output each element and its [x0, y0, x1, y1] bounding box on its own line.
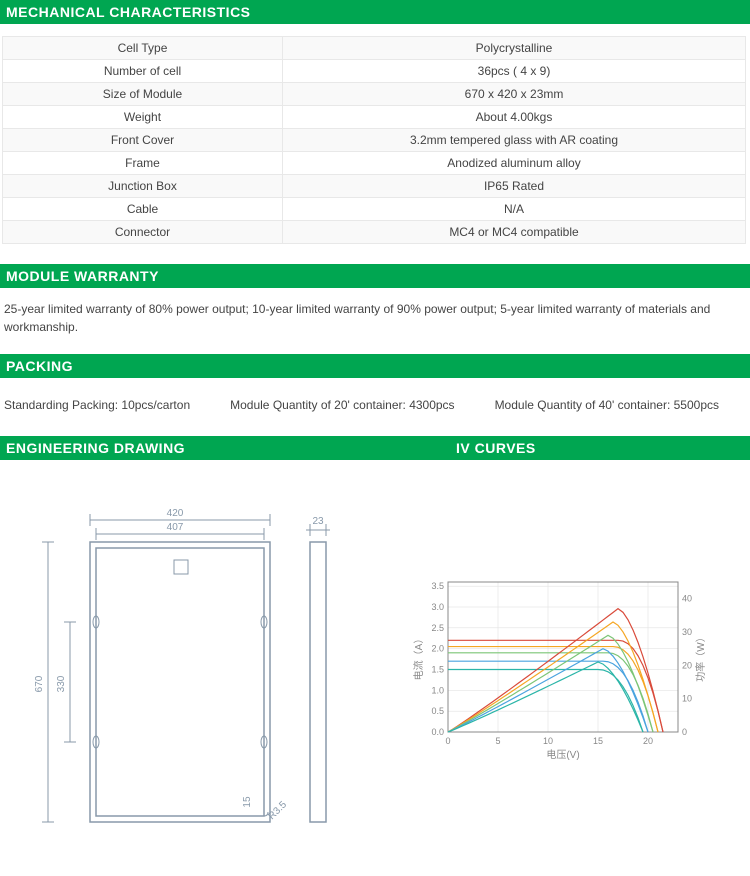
mechanical-table: Cell TypePolycrystallineNumber of cell36…	[2, 36, 746, 244]
svg-text:3.0: 3.0	[431, 602, 444, 612]
svg-text:10: 10	[682, 694, 692, 704]
header-warranty: MODULE WARRANTY	[0, 264, 750, 288]
svg-text:电压(V): 电压(V)	[546, 748, 579, 761]
spec-label: Number of cell	[3, 60, 283, 83]
engineering-drawing: 420 407 670 330	[0, 472, 400, 865]
svg-text:2.0: 2.0	[431, 644, 444, 654]
spec-label: Cable	[3, 198, 283, 221]
spec-label: Connector	[3, 221, 283, 244]
spec-value: About 4.00kgs	[283, 106, 746, 129]
table-row: CableN/A	[3, 198, 746, 221]
packing-std: Standarding Packing: 10pcs/carton	[4, 398, 190, 412]
svg-text:10: 10	[543, 736, 553, 746]
packing-40: Module Quantity of 40' container: 5500pc…	[495, 398, 719, 412]
svg-text:15: 15	[593, 736, 603, 746]
spec-value: MC4 or MC4 compatible	[283, 221, 746, 244]
packing-20: Module Quantity of 20' container: 4300pc…	[230, 398, 454, 412]
svg-text:0.5: 0.5	[431, 706, 444, 716]
table-row: Number of cell36pcs ( 4 x 9)	[3, 60, 746, 83]
spec-label: Weight	[3, 106, 283, 129]
spec-value: Anodized aluminum alloy	[283, 152, 746, 175]
svg-text:0: 0	[682, 727, 687, 737]
spec-value: 670 x 420 x 23mm	[283, 83, 746, 106]
packing-row: Standarding Packing: 10pcs/carton Module…	[0, 390, 750, 436]
svg-text:420: 420	[167, 508, 184, 519]
header-drawing-iv: ENGINEERING DRAWING IV CURVES	[0, 436, 750, 460]
svg-text:1.5: 1.5	[431, 665, 444, 675]
header-mechanical: MECHANICAL CHARACTERISTICS	[0, 0, 750, 24]
spec-label: Junction Box	[3, 175, 283, 198]
spec-value: 3.2mm tempered glass with AR coating	[283, 129, 746, 152]
spec-label: Size of Module	[3, 83, 283, 106]
svg-text:30: 30	[682, 627, 692, 637]
svg-text:5: 5	[495, 736, 500, 746]
svg-text:15: 15	[242, 796, 253, 808]
svg-text:0: 0	[445, 736, 450, 746]
spec-value: IP65 Rated	[283, 175, 746, 198]
svg-text:0.0: 0.0	[431, 727, 444, 737]
svg-text:2.5: 2.5	[431, 623, 444, 633]
header-packing: PACKING	[0, 354, 750, 378]
svg-text:1.0: 1.0	[431, 685, 444, 695]
svg-text:407: 407	[167, 522, 184, 533]
table-row: WeightAbout 4.00kgs	[3, 106, 746, 129]
spec-label: Frame	[3, 152, 283, 175]
svg-text:电流（A）: 电流（A）	[412, 634, 425, 681]
spec-value: 36pcs ( 4 x 9)	[283, 60, 746, 83]
table-row: Front Cover3.2mm tempered glass with AR …	[3, 129, 746, 152]
svg-text:40: 40	[682, 594, 692, 604]
table-row: ConnectorMC4 or MC4 compatible	[3, 221, 746, 244]
iv-chart: 0 5 10 15 20 0.0 0.5 1.0 1.5 2.0 2.5 3.0 3.5 0 10 20 30 4…	[400, 472, 740, 865]
spec-value: N/A	[283, 198, 746, 221]
spec-label: Front Cover	[3, 129, 283, 152]
svg-text:330: 330	[56, 675, 67, 692]
header-drawing: ENGINEERING DRAWING	[0, 436, 450, 460]
table-row: Junction BoxIP65 Rated	[3, 175, 746, 198]
table-row: Size of Module670 x 420 x 23mm	[3, 83, 746, 106]
table-row: FrameAnodized aluminum alloy	[3, 152, 746, 175]
svg-text:3.5: 3.5	[431, 581, 444, 591]
warranty-text: 25-year limited warranty of 80% power ou…	[0, 300, 750, 354]
header-iv: IV CURVES	[450, 436, 542, 460]
svg-text:20: 20	[643, 736, 653, 746]
table-row: Cell TypePolycrystalline	[3, 37, 746, 60]
svg-text:23: 23	[312, 516, 324, 527]
svg-text:670: 670	[34, 675, 45, 692]
spec-label: Cell Type	[3, 37, 283, 60]
spec-value: Polycrystalline	[283, 37, 746, 60]
svg-text:20: 20	[682, 660, 692, 670]
svg-text:功率（W）: 功率（W）	[694, 632, 707, 681]
